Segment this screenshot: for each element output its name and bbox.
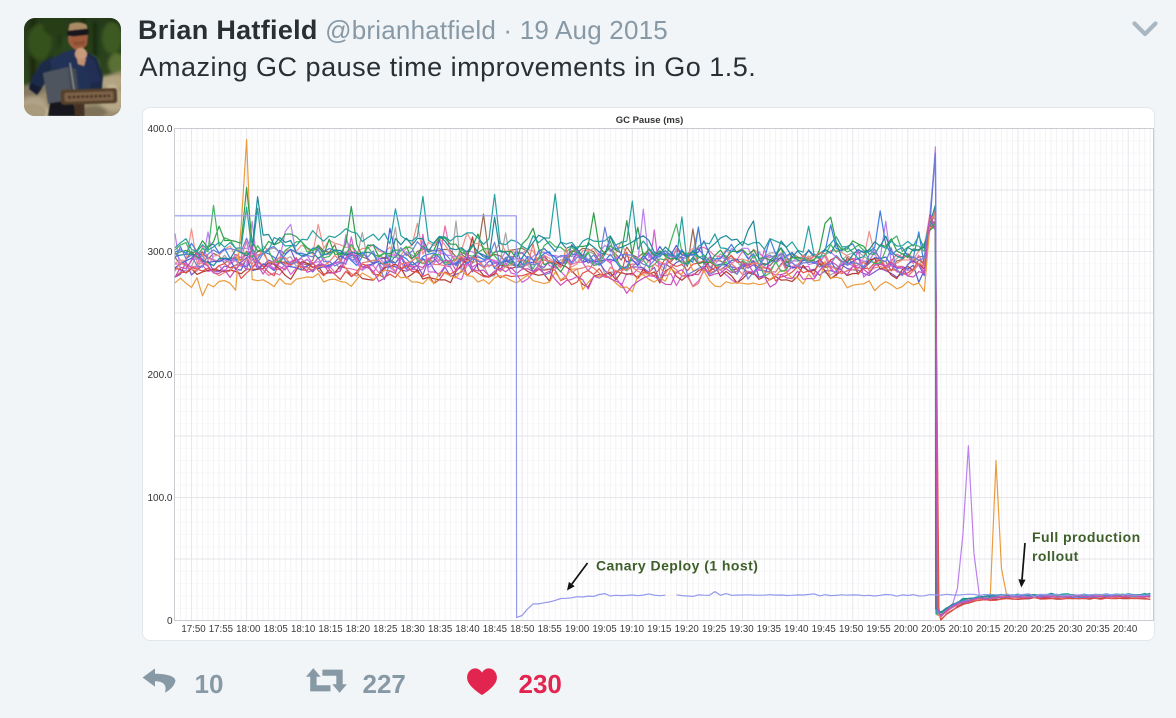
svg-text:19:45: 19:45 bbox=[811, 624, 835, 635]
svg-text:18:40: 18:40 bbox=[455, 624, 480, 635]
svg-text:20:20: 20:20 bbox=[1003, 624, 1028, 635]
svg-text:19:15: 19:15 bbox=[647, 624, 671, 635]
svg-text:20:15: 20:15 bbox=[975, 624, 999, 635]
svg-text:Full production: Full production bbox=[1032, 529, 1141, 545]
svg-text:19:35: 19:35 bbox=[756, 624, 780, 635]
svg-text:18:25: 18:25 bbox=[373, 624, 397, 635]
svg-text:18:30: 18:30 bbox=[400, 624, 425, 635]
svg-text:18:20: 18:20 bbox=[345, 624, 370, 635]
svg-text:18:00: 18:00 bbox=[236, 624, 261, 635]
svg-text:19:30: 19:30 bbox=[729, 624, 754, 635]
svg-text:19:40: 19:40 bbox=[784, 624, 809, 635]
svg-text:20:35: 20:35 bbox=[1085, 624, 1109, 635]
svg-text:18:50: 18:50 bbox=[510, 624, 535, 635]
svg-text:17:50: 17:50 bbox=[181, 624, 206, 635]
svg-text:0: 0 bbox=[166, 616, 172, 627]
svg-text:20:25: 20:25 bbox=[1030, 624, 1054, 635]
svg-text:18:15: 18:15 bbox=[318, 624, 342, 635]
svg-text:18:55: 18:55 bbox=[537, 624, 561, 635]
svg-text:19:20: 19:20 bbox=[674, 624, 699, 635]
svg-text:20:30: 20:30 bbox=[1058, 624, 1083, 635]
svg-text:100.0: 100.0 bbox=[147, 493, 172, 504]
svg-text:20:00: 20:00 bbox=[893, 624, 918, 635]
svg-text:18:45: 18:45 bbox=[482, 624, 506, 635]
svg-text:18:10: 18:10 bbox=[290, 624, 315, 635]
svg-text:19:10: 19:10 bbox=[619, 624, 644, 635]
svg-text:19:00: 19:00 bbox=[564, 624, 589, 635]
svg-text:18:05: 18:05 bbox=[263, 624, 287, 635]
svg-text:GC Pause (ms): GC Pause (ms) bbox=[615, 115, 683, 126]
svg-text:20:05: 20:05 bbox=[921, 624, 945, 635]
svg-text:19:55: 19:55 bbox=[866, 624, 890, 635]
svg-text:17:55: 17:55 bbox=[208, 624, 232, 635]
svg-text:19:25: 19:25 bbox=[701, 624, 725, 635]
svg-text:20:10: 20:10 bbox=[948, 624, 973, 635]
svg-text:Canary Deploy (1 host): Canary Deploy (1 host) bbox=[596, 557, 758, 573]
svg-text:300.0: 300.0 bbox=[147, 247, 172, 258]
svg-text:19:50: 19:50 bbox=[838, 624, 863, 635]
svg-text:400.0: 400.0 bbox=[147, 124, 172, 135]
svg-text:rollout: rollout bbox=[1032, 548, 1079, 564]
svg-text:18:35: 18:35 bbox=[427, 624, 451, 635]
svg-text:19:05: 19:05 bbox=[592, 624, 616, 635]
svg-text:20:40: 20:40 bbox=[1112, 624, 1137, 635]
svg-text:200.0: 200.0 bbox=[147, 370, 172, 381]
